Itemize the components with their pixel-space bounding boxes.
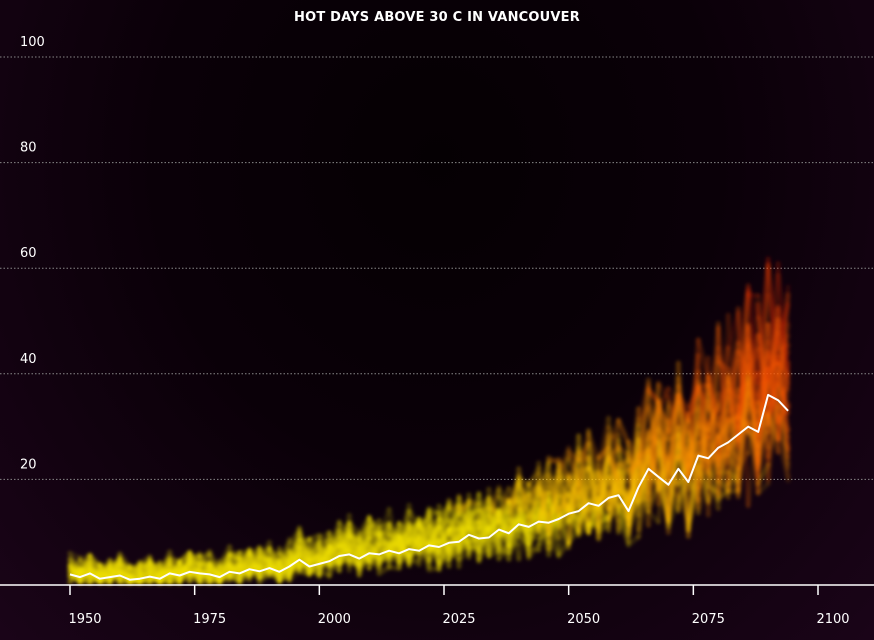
y-tick-label: 100 xyxy=(20,35,45,50)
ensemble-segment xyxy=(486,508,502,548)
ensemble-segment xyxy=(237,557,253,577)
ensemble-segment xyxy=(775,304,791,371)
chart-title: HOT DAYS ABOVE 30 C IN VANCOUVER xyxy=(294,10,580,25)
ensemble-segment xyxy=(476,501,492,538)
ensemble-segment xyxy=(406,535,422,561)
ensemble-segment xyxy=(685,420,701,479)
ensemble-segment xyxy=(596,504,612,542)
ensemble-segment xyxy=(695,376,711,505)
ensemble-segment xyxy=(725,467,741,486)
ensemble-segment xyxy=(406,516,422,547)
ensemble-segment xyxy=(685,444,701,469)
ensemble-segment xyxy=(446,505,462,558)
ensemble-segment xyxy=(526,481,542,527)
ensemble-segment xyxy=(695,463,711,504)
ensemble-segment xyxy=(157,563,173,585)
ensemble-segment xyxy=(506,493,522,515)
ensemble-segment xyxy=(386,520,402,554)
x-tick-label: 2075 xyxy=(692,612,725,627)
ensemble-segment xyxy=(476,542,492,563)
ensemble-segment xyxy=(396,523,412,571)
ensemble-segment xyxy=(745,376,761,457)
ensemble-segment xyxy=(616,417,632,445)
ensemble-segment xyxy=(466,501,482,563)
ensemble-segment xyxy=(755,399,771,450)
ensemble-segment xyxy=(566,457,582,501)
ensemble-segment xyxy=(755,462,771,487)
ensemble-segment xyxy=(576,495,592,528)
ensemble-segment xyxy=(546,462,562,502)
ensemble-segment xyxy=(606,453,622,484)
y-tick-label: 60 xyxy=(20,246,37,261)
ensemble-segment xyxy=(645,383,661,502)
ensemble-segment xyxy=(715,346,731,483)
ensemble-segment xyxy=(705,477,721,504)
ensemble-segment xyxy=(546,479,562,535)
y-tick-label: 80 xyxy=(20,141,37,156)
ensemble-segment xyxy=(775,317,791,399)
ensemble-segment xyxy=(426,526,442,564)
ensemble-segment xyxy=(655,383,671,519)
ensemble-segment xyxy=(765,398,781,450)
ensemble-segment xyxy=(97,561,113,581)
ensemble-segment xyxy=(276,540,292,563)
ensemble-segment xyxy=(77,559,93,580)
ensemble-segment xyxy=(286,532,302,566)
ensemble-segment xyxy=(356,529,372,577)
ensemble-segment xyxy=(626,453,641,484)
mean-series-line xyxy=(69,393,789,581)
ensemble-segment xyxy=(626,497,641,521)
ensemble-segment xyxy=(296,532,312,570)
ensemble-segment xyxy=(596,453,612,530)
ensemble-segment xyxy=(765,317,781,405)
ensemble-segment xyxy=(556,457,572,485)
ensemble-segment xyxy=(655,453,671,483)
x-tick-label: 2050 xyxy=(567,612,600,627)
ensemble-segment xyxy=(177,556,193,579)
ensemble-segment xyxy=(496,508,512,549)
y-tick-label: 20 xyxy=(20,457,37,472)
ensemble-segment xyxy=(247,555,262,577)
x-tick-label: 2000 xyxy=(318,612,351,627)
ensemble-segment xyxy=(735,376,751,473)
ensemble-segment xyxy=(566,471,582,508)
ensemble-segment xyxy=(436,526,452,558)
ensemble-segment xyxy=(336,520,352,568)
ensemble-segment xyxy=(456,512,472,560)
x-tick-label: 1950 xyxy=(68,612,101,627)
ensemble-segment xyxy=(755,346,771,407)
ensemble-segment xyxy=(735,336,751,423)
ensemble-segment xyxy=(576,428,592,494)
ensemble-segment xyxy=(635,458,651,478)
ensemble-segment xyxy=(675,375,691,479)
ensemble-segment xyxy=(416,516,432,564)
y-tick-label: 40 xyxy=(20,352,37,367)
ensemble-segment xyxy=(516,480,532,547)
x-tick-label: 1975 xyxy=(193,612,226,627)
ensemble-segment xyxy=(745,336,761,405)
ensemble-segment xyxy=(506,510,522,541)
ensemble-segment xyxy=(725,346,741,423)
ensemble-segment xyxy=(665,375,681,519)
ensemble-segment xyxy=(705,373,721,483)
ensemble-segment xyxy=(765,376,781,416)
ensemble-segment xyxy=(396,520,412,547)
ensemble-segment xyxy=(217,552,233,572)
ensemble-segment xyxy=(276,560,292,583)
x-tick-label: 2025 xyxy=(442,612,475,627)
ensemble-segment xyxy=(675,479,691,511)
x-tick-label: 2100 xyxy=(816,612,849,627)
